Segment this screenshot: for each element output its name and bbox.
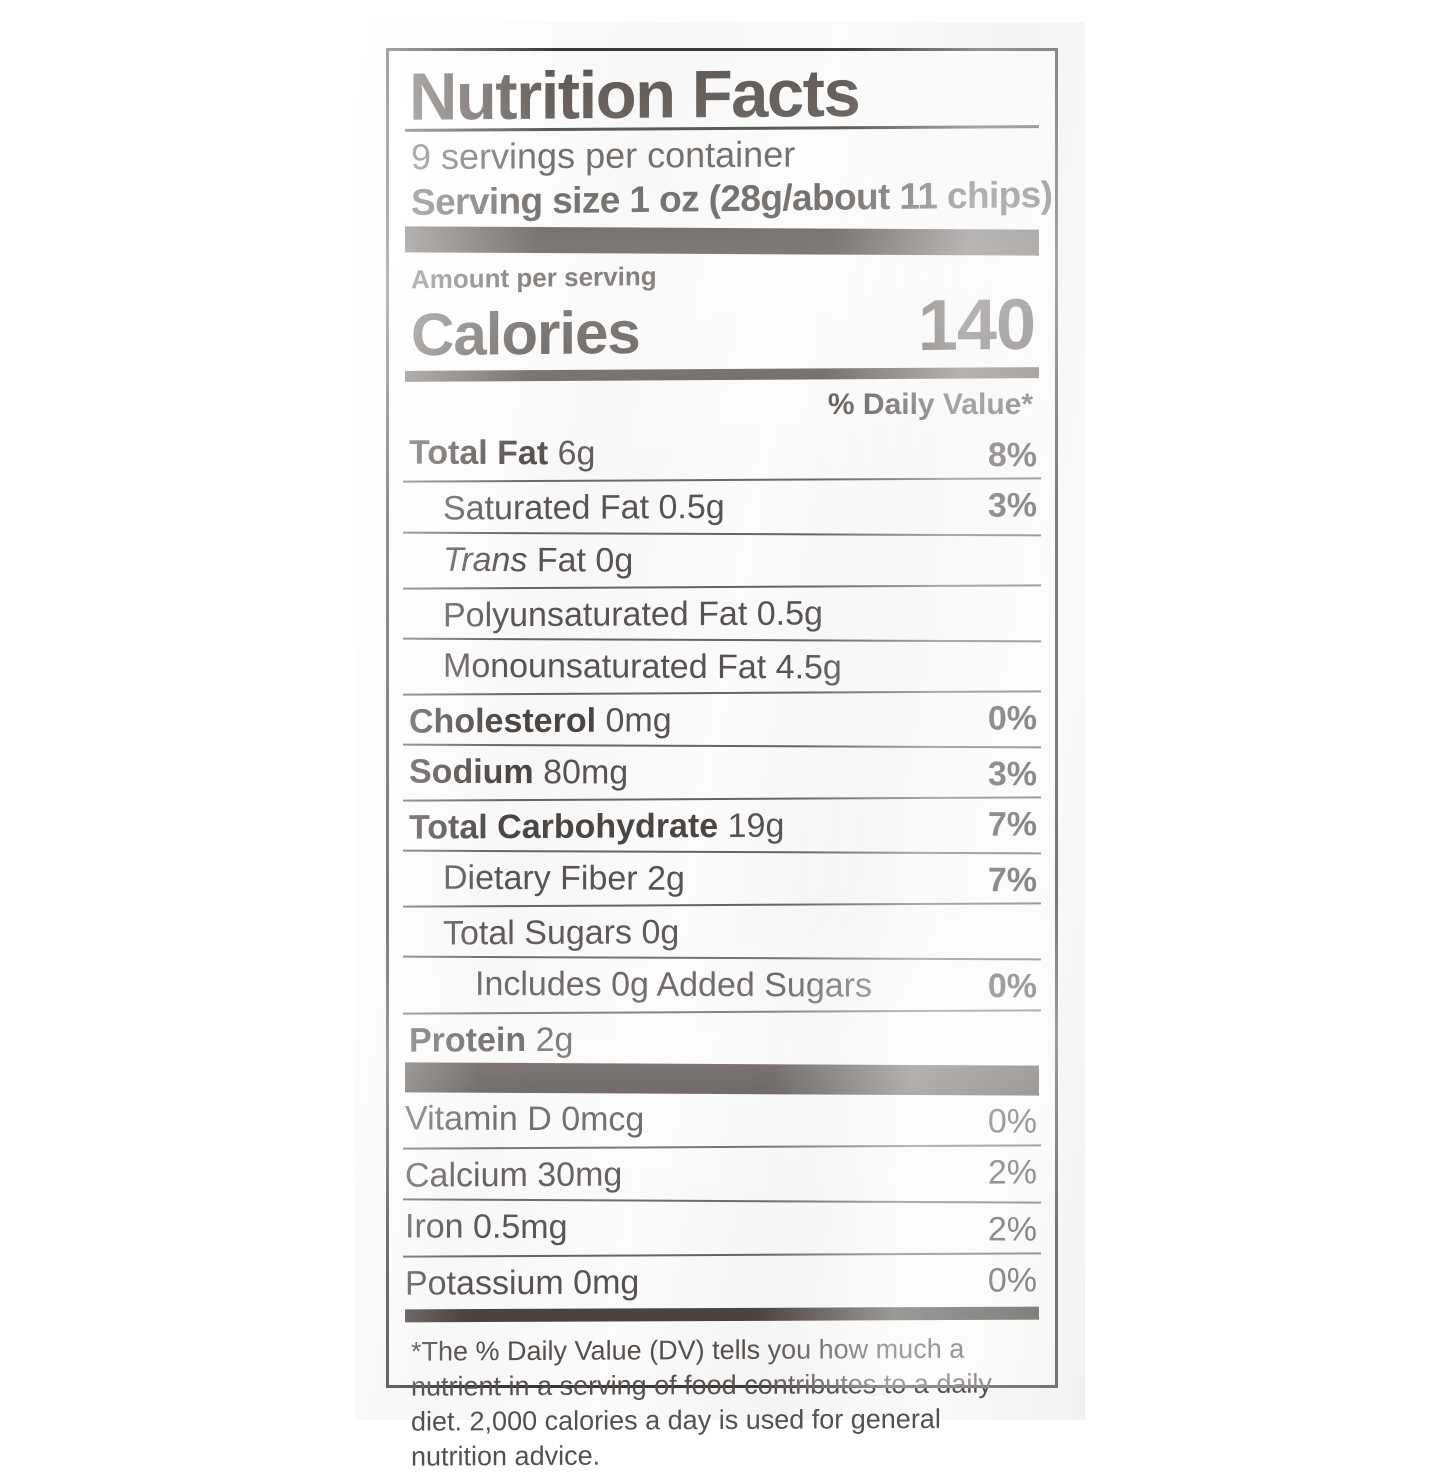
nutrient-row: Total Sugars 0g [403,902,1041,960]
nutrient-name-amount: Dietary Fiber 2g [409,858,685,899]
nutrient-name-amount: Total Sugars 0g [409,913,679,955]
nutrient-row: Saturated Fat 0.5g 3% [403,477,1041,535]
nutrient-daily-value: 7% [987,861,1037,900]
nutrient-name-amount: Trans Fat 0g [409,539,633,580]
nutrition-facts-panel: Nutrition Facts 9 servings per container… [386,48,1058,1472]
nutrient-row: Includes 0g Added Sugars 0% [403,956,1041,1012]
nutrient-name-amount: Cholesterol 0mg [409,700,672,741]
micronutrient-daily-value: 0% [987,1260,1037,1300]
serving-size: Serving size 1 oz (28g/about 11 chips) [411,174,1053,224]
micronutrient-name: Iron 0.5mg [405,1206,568,1246]
nutrient-amount: 0mg [605,701,672,740]
micronutrient-row: Vitamin D 0mcg 0% [403,1092,1041,1147]
micronutrient-daily-value: 0% [987,1102,1037,1141]
nutrient-row: Sodium 80mg 3% [403,743,1041,800]
nutrient-daily-value: 3% [987,486,1037,526]
nutrient-name: Polyunsaturated Fat [443,594,748,635]
micronutrient-list: Vitamin D 0mcg 0% Calcium 30mg 2% Iron 0.5mg… [403,1092,1041,1310]
nutrient-name: Dietary Fiber [443,858,638,898]
nutrient-amount: 19g [727,806,785,846]
page-title: Nutrition Facts [409,55,860,135]
micronutrient-daily-value: 2% [987,1152,1037,1192]
nutrient-amount: Fat 0g [536,540,634,580]
nutrient-amount: 0.5g [658,488,725,527]
nutrient-name: Sodium [409,752,534,792]
nutrient-row: Total Fat 6g 8% [403,427,1041,481]
nutrient-name: Trans [443,540,528,579]
nutrient-name-amount: Monounsaturated Fat 4.5g [409,645,842,687]
nutrient-name-amount: Polyunsaturated Fat 0.5g [409,593,823,635]
nutrient-name-amount: Protein 2g [409,1019,573,1060]
micronutrient-row: Potassium 0mg 0% [403,1251,1041,1310]
nutrient-name-amount: Includes 0g Added Sugars [409,964,872,1006]
nutrient-amount: 0.5g [756,594,823,633]
nutrient-row: Trans Fat 0g [403,531,1041,588]
nutrient-row: Cholesterol 0mg 0% [403,690,1041,747]
micronutrient-name: Calcium 30mg [405,1155,623,1195]
nutrient-amount: 0g [641,913,680,952]
nutrient-name: Total Sugars [443,913,632,953]
nutrient-name: Protein [409,1020,527,1060]
nutrient-name-amount: Sodium 80mg [409,752,628,793]
nutrient-row: Protein 2g [403,1008,1041,1066]
nutrient-daily-value: 0% [987,967,1037,1006]
nutrient-name: Total Carbohydrate [409,807,719,847]
nutrient-name: Includes 0g Added Sugars [475,965,872,1006]
nutrient-daily-value: 7% [987,805,1037,844]
divider-under-calories [405,367,1039,383]
daily-value-header: % Daily Value* [827,388,1033,422]
micronutrient-daily-value: 2% [987,1210,1037,1249]
nutrient-name-amount: Saturated Fat 0.5g [409,487,725,529]
nutrient-row: Monounsaturated Fat 4.5g [403,637,1041,694]
nutrient-amount: 4.5g [775,647,842,687]
nutrient-name: Monounsaturated Fat [443,646,767,686]
nutrient-name: Saturated Fat [443,488,650,528]
nutrient-name: Cholesterol [409,701,597,741]
micronutrient-name: Vitamin D 0mcg [405,1098,645,1139]
calories-row: Calories 140 [411,284,1035,373]
nutrient-amount: 2g [647,859,685,899]
nutrient-daily-value: 0% [987,699,1037,738]
micronutrient-row: Calcium 30mg 2% [403,1143,1041,1202]
nutrient-row: Dietary Fiber 2g 7% [403,849,1041,906]
calories-value: 140 [917,285,1035,367]
nutrient-amount: 80mg [543,753,629,792]
nutrient-name-amount: Total Carbohydrate 19g [409,806,784,848]
micronutrient-name: Potassium 0mg [405,1263,640,1303]
nutrient-daily-value: 3% [987,755,1037,794]
nutrient-name-amount: Total Fat 6g [409,433,595,474]
nutrient-name: Total Fat [409,433,549,473]
divider-above-footnote [405,1306,1039,1323]
daily-value-footnote: *The % Daily Value (DV) tells you how mu… [411,1333,992,1472]
nutrient-row: Polyunsaturated Fat 0.5g [403,583,1041,641]
nutrient-daily-value: 8% [987,436,1037,475]
nutrient-row: Total Carbohydrate 19g 7% [403,796,1041,853]
divider-thick-top [405,226,1039,256]
calories-label: Calories [411,299,640,369]
servings-per-container: 9 servings per container [411,133,796,178]
divider-thick-bottom [405,1061,1039,1096]
nutrient-amount: 6g [557,434,596,473]
micronutrient-row: Iron 0.5mg 2% [403,1197,1041,1256]
nutrient-list: Total Fat 6g 8% Saturated Fat 0.5g 3% Trans … [403,427,1041,1066]
nutrient-amount: 2g [535,1020,574,1059]
